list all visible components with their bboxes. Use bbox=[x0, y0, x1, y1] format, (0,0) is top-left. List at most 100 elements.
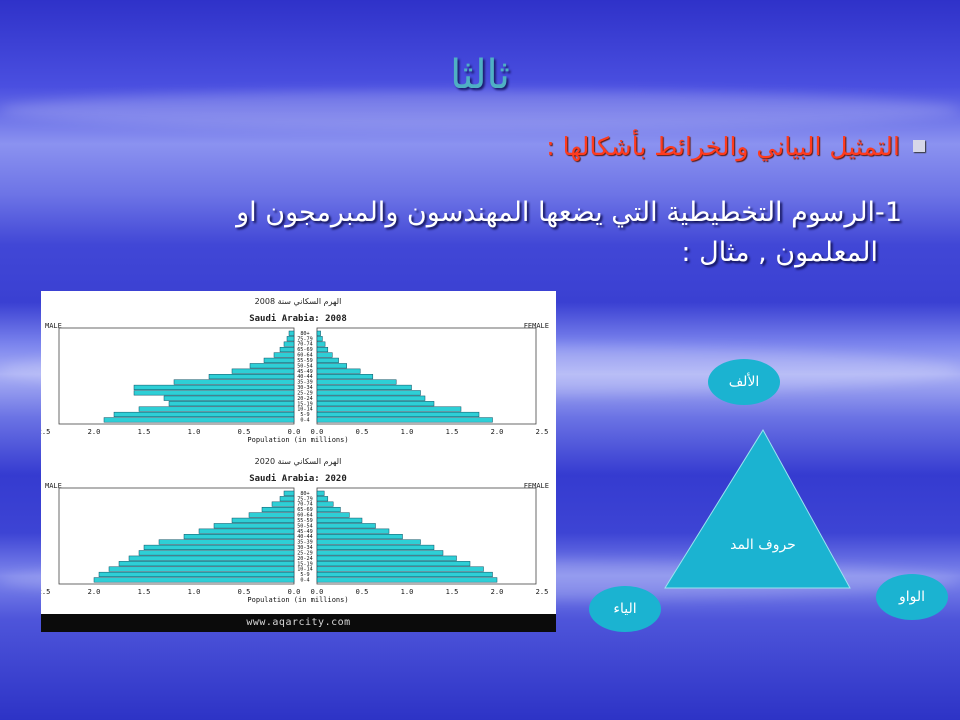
bullet-heading: التمثيل البياني والخرائط بأشكالها : bbox=[546, 132, 900, 161]
pyramid-female-bar bbox=[316, 577, 498, 583]
pyramid-female-bar bbox=[316, 534, 403, 540]
pyramid-female-bar bbox=[316, 566, 484, 572]
pyramid-tick-label: 0.5 bbox=[356, 428, 369, 436]
pyramid-female-bar bbox=[316, 363, 347, 369]
pyramid-tick-label: 1.0 bbox=[188, 428, 201, 436]
pyramid-tick-label: 1.5 bbox=[138, 428, 151, 436]
pyramid-male-bar bbox=[113, 411, 295, 418]
pyramid-female-bar bbox=[316, 374, 374, 380]
pyramid-male-bar bbox=[283, 341, 295, 347]
bubble-alif: الألف bbox=[708, 359, 780, 405]
pyramid-female-bar bbox=[316, 395, 426, 401]
pyramid-male-bar bbox=[231, 368, 295, 374]
pyramid-tick-label: 1.5 bbox=[138, 588, 151, 596]
pyramid-age-label: 65-69 bbox=[297, 507, 313, 513]
pyramid-tick-label: 2.5 bbox=[41, 588, 50, 596]
pyramid-male-bar bbox=[248, 512, 295, 518]
pyramid-male-bar bbox=[283, 490, 295, 496]
pyramid-age-label: 25-29 bbox=[297, 390, 313, 396]
pyramid-male-bar bbox=[198, 528, 295, 534]
pyramid-age-label: 10-14 bbox=[297, 567, 313, 573]
pyramid-tick-label: 2.0 bbox=[88, 588, 101, 596]
pyramid-female-bar bbox=[316, 411, 480, 418]
pyramid-female-label: FEMALE bbox=[524, 322, 549, 330]
pyramid-tick-label: 1.5 bbox=[446, 428, 459, 436]
body-line-2: المعلمون , مثال : bbox=[681, 237, 878, 268]
pyramid-age-label: 40-44 bbox=[297, 534, 313, 540]
pyramid-tick-label: 2.5 bbox=[536, 428, 549, 436]
pyramid-age-label: 60-64 bbox=[297, 513, 313, 519]
pyramid-male-bar bbox=[271, 501, 295, 507]
pyramid-male-bar bbox=[108, 566, 295, 572]
pyramid-male-label: MALE bbox=[45, 322, 62, 330]
pyramid-male-bar bbox=[98, 571, 295, 578]
pyramid-year-label: الهرم السكاني سنة 2008 bbox=[255, 297, 342, 306]
pyramid-male-bar bbox=[173, 379, 295, 385]
pyramid-female-bar bbox=[316, 401, 435, 407]
pyramid-male-bar bbox=[143, 544, 295, 550]
pyramid-age-label: 50-54 bbox=[297, 523, 313, 529]
pyramid-tick-label: 0.5 bbox=[238, 588, 251, 596]
pyramid-year-label: الهرم السكاني سنة 2020 bbox=[255, 457, 342, 466]
pyramid-age-label: 30-34 bbox=[297, 545, 313, 551]
pyramid-male-bar bbox=[261, 506, 295, 513]
pyramid-female-bar bbox=[316, 346, 329, 353]
triangle-label: حروف المد bbox=[730, 537, 796, 553]
pyramid-tick-label: 2.0 bbox=[491, 428, 504, 436]
pyramid-female-label: FEMALE bbox=[524, 482, 549, 490]
pyramid-age-label: 20-24 bbox=[297, 396, 313, 402]
slide-title: ثالثا bbox=[450, 52, 510, 98]
bubble-yaa: الياء bbox=[589, 586, 661, 632]
pyramid-female-bar bbox=[316, 330, 321, 336]
pyramid-female-bar bbox=[316, 379, 397, 385]
pyramid-2020: الهرم السكاني سنة 2020 Saudi Arabia: 2020… bbox=[41, 457, 549, 604]
pyramid-subtitle: Saudi Arabia: 2020 bbox=[249, 473, 347, 484]
pyramid-male-bar bbox=[183, 534, 295, 540]
pyramid-female-bar bbox=[316, 506, 341, 513]
pyramid-age-label: 25-29 bbox=[297, 550, 313, 556]
pyramid-male-bar bbox=[286, 336, 295, 342]
pyramid-age-label: 75-79 bbox=[297, 496, 313, 502]
pyramid-tick-label: 1.5 bbox=[446, 588, 459, 596]
pyramid-male-bar bbox=[118, 561, 295, 567]
pyramid-tick-label: 1.0 bbox=[188, 588, 201, 596]
bullet-square-icon bbox=[913, 140, 925, 152]
pyramid-male-bar bbox=[279, 496, 295, 502]
pyramid-female-bar bbox=[316, 523, 376, 529]
pyramid-age-label: 0-4 bbox=[300, 578, 309, 584]
pyramid-age-label: 70-74 bbox=[297, 342, 313, 348]
pyramid-tick-label: 1.0 bbox=[401, 428, 414, 436]
pyramid-x-axis-label: Population (in millions) bbox=[247, 436, 348, 444]
pyramid-tick-label: 0.5 bbox=[356, 588, 369, 596]
pyramid-age-label: 0-4 bbox=[300, 418, 309, 424]
pyramid-male-bar bbox=[168, 401, 295, 407]
pyramid-female-bar bbox=[316, 571, 493, 578]
pyramid-female-bar bbox=[316, 561, 471, 567]
footer-url: www.aqarcity.com bbox=[246, 617, 351, 628]
pyramid-tick-label: 2.5 bbox=[41, 428, 50, 436]
pyramid-age-label: 15-19 bbox=[297, 401, 313, 407]
pyramid-female-bar bbox=[316, 390, 421, 396]
bubble-waw: الواو bbox=[876, 574, 948, 620]
pyramid-age-label: 35-39 bbox=[297, 540, 313, 546]
pyramid-tick-label: 0.0 bbox=[311, 588, 324, 596]
pyramid-age-label: 15-19 bbox=[297, 561, 313, 567]
pyramid-age-label: 55-59 bbox=[297, 518, 313, 524]
pyramid-age-label: 55-59 bbox=[297, 358, 313, 364]
pyramid-female-bar bbox=[316, 384, 412, 390]
pyramid-2008: الهرم السكاني سنة 2008 Saudi Arabia: 2008… bbox=[41, 297, 549, 444]
pyramid-female-bar bbox=[316, 417, 493, 423]
pyramid-male-bar bbox=[163, 395, 295, 401]
pyramid-male-bar bbox=[288, 330, 295, 336]
pyramid-female-bar bbox=[316, 501, 334, 507]
pyramid-age-label: 5-9 bbox=[300, 412, 309, 418]
pyramid-female-bar bbox=[316, 555, 457, 561]
bubble-alif-label: الألف bbox=[728, 374, 760, 390]
pyramid-male-bar bbox=[103, 417, 295, 423]
pyramid-tick-label: 2.5 bbox=[536, 588, 549, 596]
pyramid-female-bar bbox=[316, 528, 390, 534]
pyramid-male-bar bbox=[208, 374, 295, 380]
body-paragraph: 1-الرسوم التخطيطية التي يضعها المهندسون … bbox=[72, 193, 902, 273]
pyramid-male-bar bbox=[138, 550, 295, 556]
pyramid-male-bar bbox=[279, 346, 295, 353]
